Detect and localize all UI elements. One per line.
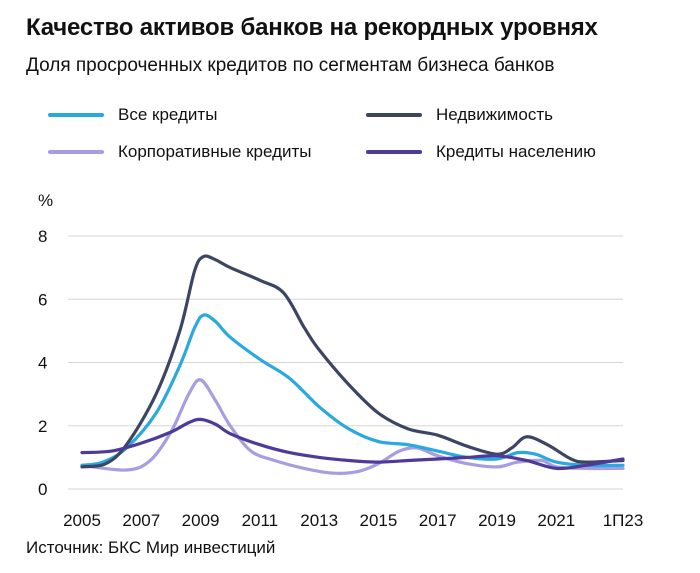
legend-swatch-all-loans: [48, 113, 104, 117]
legend-label-retail-loans: Кредиты населению: [436, 142, 596, 161]
legend-entry-retail-loans: Кредиты населению: [366, 142, 596, 162]
series-line-real-estate: [80, 254, 625, 469]
legend-entry-real-estate: Недвижимость: [366, 105, 553, 125]
legend-entry-corporate-loans: Корпоративные кредиты: [48, 142, 312, 162]
grid-lines: [68, 235, 623, 490]
source-note: Источник: БКС Мир инвестиций: [26, 538, 276, 557]
x-tick-label-9: 1П23: [603, 511, 644, 530]
chart-title: Качество активов банков на рекордных уро…: [26, 14, 598, 41]
chart-legend: Все кредиты Недвижимость Корпоративные к…: [48, 105, 688, 175]
x-tick-label-0: 2005: [63, 511, 101, 530]
legend-label-real-estate: Недвижимость: [436, 105, 553, 124]
x-tick-label-5: 2015: [360, 511, 398, 530]
legend-swatch-real-estate: [366, 113, 422, 117]
legend-entry-all-loans: Все кредиты: [48, 105, 217, 125]
x-tick-label-4: 2013: [300, 511, 338, 530]
y-tick-label-8: 8: [38, 227, 47, 246]
series-lines: [80, 254, 625, 475]
y-axis-unit-label: %: [38, 191, 53, 210]
y-tick-label-4: 4: [38, 354, 47, 373]
x-tick-label-1: 2007: [122, 511, 160, 530]
x-tick-label-7: 2019: [478, 511, 516, 530]
y-tick-label-0: 0: [38, 480, 47, 499]
legend-swatch-retail-loans: [366, 150, 422, 154]
legend-swatch-corporate-loans: [48, 150, 104, 154]
legend-label-corporate-loans: Корпоративные кредиты: [118, 142, 312, 161]
y-axis-ticks: 0 2 4 6 8: [38, 227, 47, 499]
series-line-retail-loans: [80, 417, 625, 471]
x-tick-label-3: 2011: [242, 511, 279, 530]
y-tick-label-6: 6: [38, 290, 47, 309]
series-line-corporate-loans: [80, 378, 625, 475]
legend-label-all-loans: Все кредиты: [118, 105, 218, 124]
chart-subtitle: Доля просроченных кредитов по сегментам …: [26, 55, 555, 76]
x-tick-label-8: 2021: [537, 511, 575, 530]
y-tick-label-2: 2: [38, 417, 47, 436]
x-axis-ticks: 2005 2007 2009 2011 2013 2015 2017 2019 2021 1П23: [63, 511, 643, 530]
x-tick-label-6: 2017: [419, 511, 457, 530]
series-line-all-loans: [80, 313, 625, 468]
x-tick-label-2: 2009: [182, 511, 220, 530]
